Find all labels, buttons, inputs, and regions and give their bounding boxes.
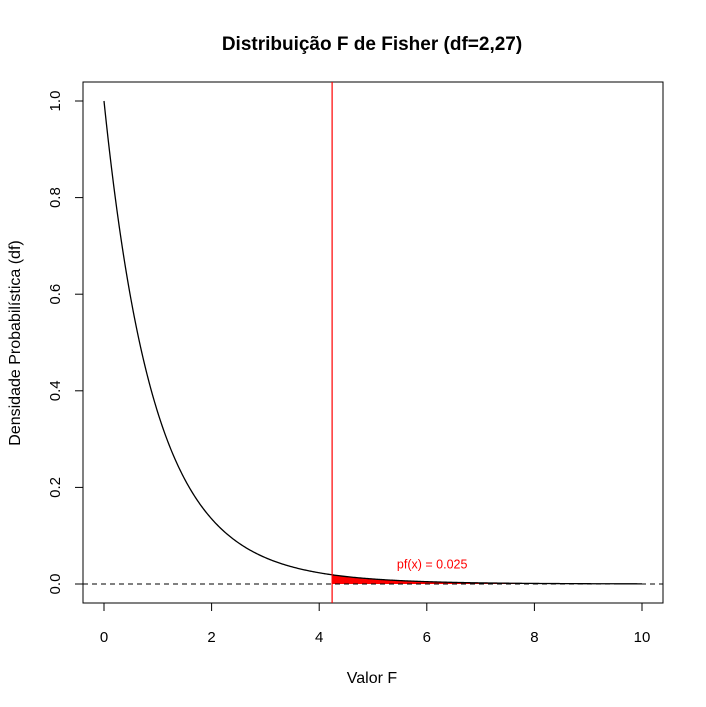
critical-region-shade	[332, 574, 642, 584]
plot-area-frame	[82, 81, 664, 604]
y-axis-label: Densidade Probabilística (df)	[7, 240, 24, 445]
y-tick-label: 0.4	[47, 380, 64, 401]
x-tick-label: 10	[634, 629, 651, 646]
x-tick-label: 4	[315, 629, 323, 646]
x-axis: 0 2 4 6 8 10	[100, 603, 651, 646]
probability-annotation: pf(x) = 0.025	[397, 558, 468, 572]
x-tick-label: 6	[423, 629, 431, 646]
y-axis: 0.0 0.2 0.4 0.6 0.8 1.0	[47, 91, 83, 595]
x-tick-label: 0	[100, 629, 108, 646]
y-tick-label: 0.2	[47, 477, 64, 498]
x-tick-label: 8	[530, 629, 538, 646]
x-tick-label: 2	[207, 629, 215, 646]
y-tick-label: 1.0	[47, 91, 64, 112]
density-curve	[103, 100, 642, 585]
y-tick-label: 0.6	[47, 284, 64, 305]
y-tick-label: 0.8	[47, 187, 64, 208]
x-axis-label: Valor F	[347, 670, 398, 687]
chart-title: Distribuição F de Fisher (df=2,27)	[222, 34, 522, 55]
y-tick-label: 0.0	[47, 574, 64, 595]
